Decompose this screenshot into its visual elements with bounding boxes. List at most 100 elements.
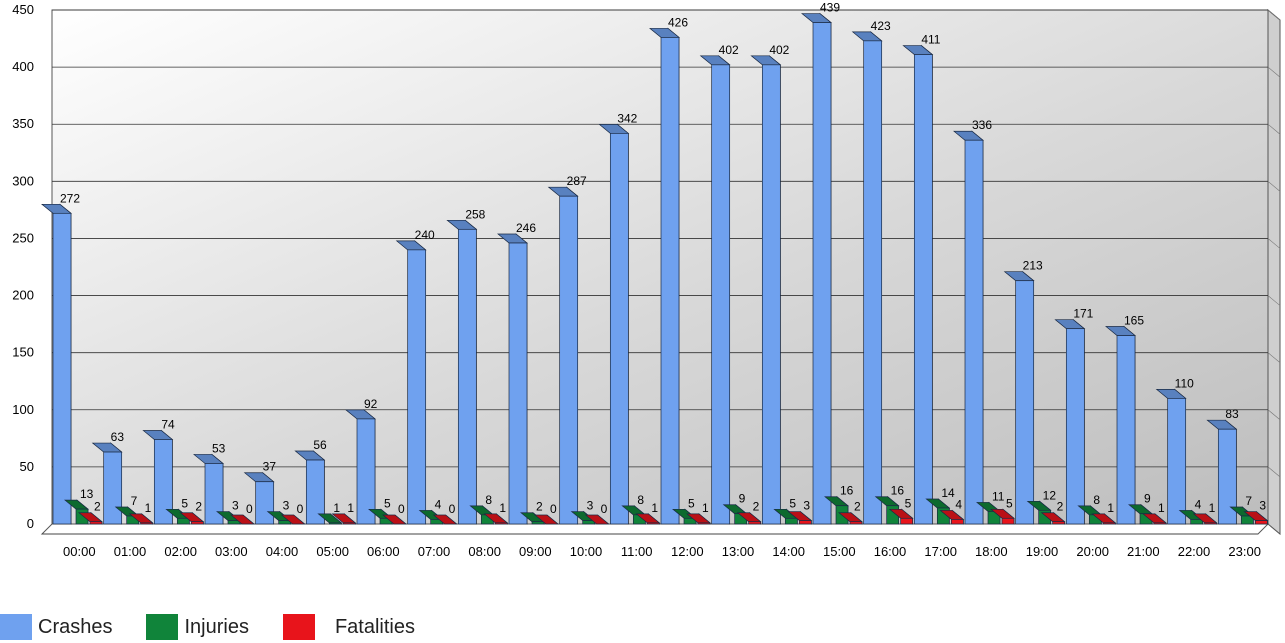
bar-crashes-22: [1155, 388, 1187, 525]
gridline-side: [1267, 9, 1281, 21]
bar-fatalities-4: [280, 514, 306, 525]
data-label-injuries: 5: [384, 496, 391, 510]
x-tick-label: 02:00: [164, 544, 197, 559]
bar-fatalities-22-front: [1204, 522, 1218, 525]
bar-crashes-1-front: [103, 451, 123, 525]
x-tick-label: 23:00: [1228, 544, 1261, 559]
bar-crashes-1: [91, 442, 123, 525]
data-label-fatalities: 1: [145, 501, 152, 515]
bar-crashes-13: [699, 55, 731, 525]
y-tick-label: 400: [12, 59, 34, 74]
y-tick-label: 300: [12, 173, 34, 188]
bar-crashes-9: [497, 233, 528, 525]
gridline-side: [1267, 295, 1281, 306]
bar-crashes-23-front: [1217, 428, 1237, 525]
x-tick-label: 14:00: [772, 544, 805, 559]
bar-crashes-16: [851, 31, 883, 525]
y-tick-label: 0: [27, 516, 34, 531]
data-label-fatalities: 0: [550, 502, 557, 516]
bar-crashes-0: [41, 203, 72, 525]
bar-fatalities-4-top: [280, 514, 306, 525]
data-label-injuries: 16: [891, 484, 905, 498]
x-tick-label: 09:00: [519, 544, 552, 559]
x-tick-label: 21:00: [1127, 544, 1160, 559]
bar-injuries-2-front: [176, 517, 190, 525]
bar-crashes-8-front: [457, 228, 477, 525]
data-label-injuries: 5: [789, 496, 796, 510]
data-label-injuries: 5: [688, 496, 695, 510]
y-tick-label: 100: [12, 402, 34, 417]
bar-fatalities-1: [128, 513, 154, 525]
data-label-injuries: 3: [283, 499, 290, 513]
data-label-crashes: 92: [364, 397, 378, 411]
bar-fatalities-19: [1040, 511, 1066, 525]
data-label-fatalities: 1: [651, 501, 658, 515]
x-tick-label: 19:00: [1026, 544, 1059, 559]
bar-fatalities-0-front: [89, 521, 103, 525]
bar-crashes-8: [446, 219, 478, 525]
bar-fatalities-8-front: [494, 522, 508, 525]
bar-crashes-11: [598, 123, 630, 525]
data-label-fatalities: 1: [1107, 501, 1114, 515]
bar-crashes-12-front: [660, 37, 680, 525]
bar-fatalities-15-front: [849, 521, 863, 525]
data-label-crashes: 272: [60, 191, 80, 205]
bar-injuries-5-front: [328, 522, 342, 525]
x-tick-label: 03:00: [215, 544, 248, 559]
bar-fatalities-7: [432, 514, 458, 525]
bar-crashes-20: [1054, 318, 1086, 525]
data-label-crashes: 258: [465, 207, 485, 221]
gridline-side: [1267, 123, 1281, 135]
data-label-injuries: 4: [1195, 497, 1202, 511]
side-wall: [1267, 8, 1281, 536]
legend-item-injuries: Injuries: [146, 614, 249, 640]
data-label-fatalities: 1: [499, 501, 506, 515]
bar-crashes-12: [649, 27, 680, 525]
bar-crashes-22-front: [1167, 398, 1187, 525]
y-tick-label: 250: [12, 230, 34, 245]
bar-fatalities-6: [382, 514, 407, 525]
bar-fatalities-3: [230, 514, 255, 525]
y-tick-label: 450: [12, 2, 34, 17]
bar-fatalities-9-top: [534, 514, 559, 525]
plot-background: [40, 8, 1281, 536]
bar-injuries-18: [976, 501, 1001, 525]
bar-fatalities-12: [686, 513, 711, 525]
data-label-injuries: 5: [181, 496, 188, 510]
bar-crashes-7: [395, 240, 427, 525]
bar-fatalities-16: [888, 508, 914, 525]
data-label-fatalities: 2: [195, 500, 202, 514]
bar-fatalities-5-front: [342, 522, 356, 525]
data-label-fatalities: 5: [905, 496, 912, 510]
x-tick-label: 08:00: [468, 544, 501, 559]
data-label-crashes: 439: [820, 1, 840, 15]
data-label-crashes: 110: [1175, 376, 1194, 390]
data-label-crashes: 423: [871, 19, 891, 33]
x-tick-label: 10:00: [570, 544, 603, 559]
data-label-crashes: 63: [111, 430, 125, 444]
legend-label-fatalities: Fatalities: [334, 615, 415, 638]
y-tick-label: 50: [20, 459, 34, 474]
bar-crashes-0-front: [52, 212, 72, 525]
bar-crashes-5-front: [305, 459, 325, 525]
data-label-injuries: 16: [840, 484, 854, 498]
data-label-fatalities: 0: [398, 502, 405, 516]
data-label-injuries: 14: [941, 486, 955, 500]
legend: Crashes Injuries Fatalities: [0, 612, 441, 642]
bar-crashes-4-front: [255, 481, 275, 525]
data-label-fatalities: 1: [347, 501, 354, 515]
bar-fatalities-15: [838, 511, 863, 525]
bar-fatalities-6-top: [382, 514, 407, 525]
legend-item-fatalities: Fatalities: [282, 614, 415, 640]
bar-crashes-16-front: [863, 40, 883, 525]
legend-label-crashes: Crashes: [38, 615, 113, 638]
bar-crashes-2: [142, 429, 174, 525]
data-label-crashes: 411: [921, 33, 940, 47]
data-label-injuries: 2: [536, 500, 543, 514]
bar-fatalities-3-top: [230, 514, 255, 525]
bar-crashes-19-front: [1015, 280, 1035, 525]
data-label-fatalities: 0: [601, 502, 608, 516]
bar-crashes-18-front: [964, 139, 984, 525]
